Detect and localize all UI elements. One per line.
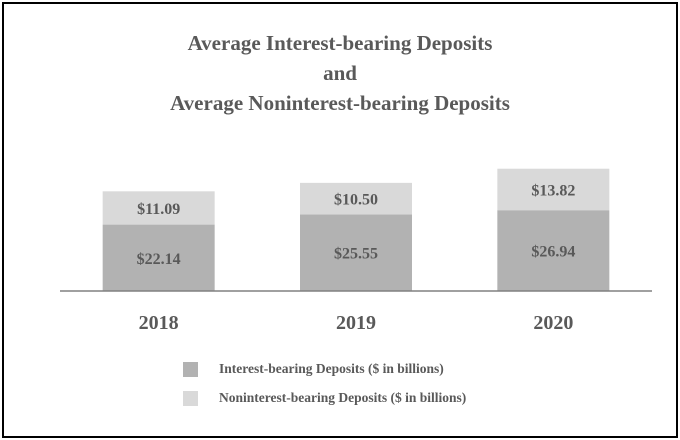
chart-title-line-2: and <box>323 61 357 85</box>
legend-label-noninterest-bearing: Noninterest-bearing Deposits ($ in billi… <box>219 390 467 405</box>
bar-noninterest-bearing-2019 <box>300 182 412 215</box>
bar-interest-bearing-2020 <box>497 210 610 291</box>
x-tick-label-2019: 2019 <box>336 312 376 334</box>
legend-item-noninterest-bearing: Noninterest-bearing Deposits ($ in billi… <box>183 389 466 407</box>
bar-noninterest-bearing-2020 <box>497 168 610 211</box>
legend-label-interest-bearing: Interest-bearing Deposits ($ in billions… <box>219 361 444 376</box>
data-label-interest-bearing-2018: $22.14 <box>137 251 181 268</box>
data-label-interest-bearing-2020: $26.94 <box>531 244 575 261</box>
bar-noninterest-bearing-2018 <box>102 191 215 225</box>
legend-item-interest-bearing: Interest-bearing Deposits ($ in billions… <box>183 360 444 378</box>
data-label-interest-bearing-2019: $25.55 <box>334 246 378 263</box>
chart-title-line-3: Average Noninterest-bearing Deposits <box>170 91 510 115</box>
bar-interest-bearing-2019 <box>300 214 412 291</box>
data-label-noninterest-bearing-2018: $11.09 <box>137 201 180 218</box>
x-tick-label-2018: 2018 <box>139 312 179 334</box>
chart-title-line-1: Average Interest-bearing Deposits <box>187 31 493 55</box>
legend-swatch-noninterest-bearing <box>183 390 198 406</box>
x-tick-label-2020: 2020 <box>533 312 573 334</box>
legend-swatch-interest-bearing <box>183 361 198 377</box>
data-label-noninterest-bearing-2020: $13.82 <box>531 182 575 199</box>
data-label-noninterest-bearing-2019: $10.50 <box>334 192 378 209</box>
bar-interest-bearing-2018 <box>102 224 215 291</box>
